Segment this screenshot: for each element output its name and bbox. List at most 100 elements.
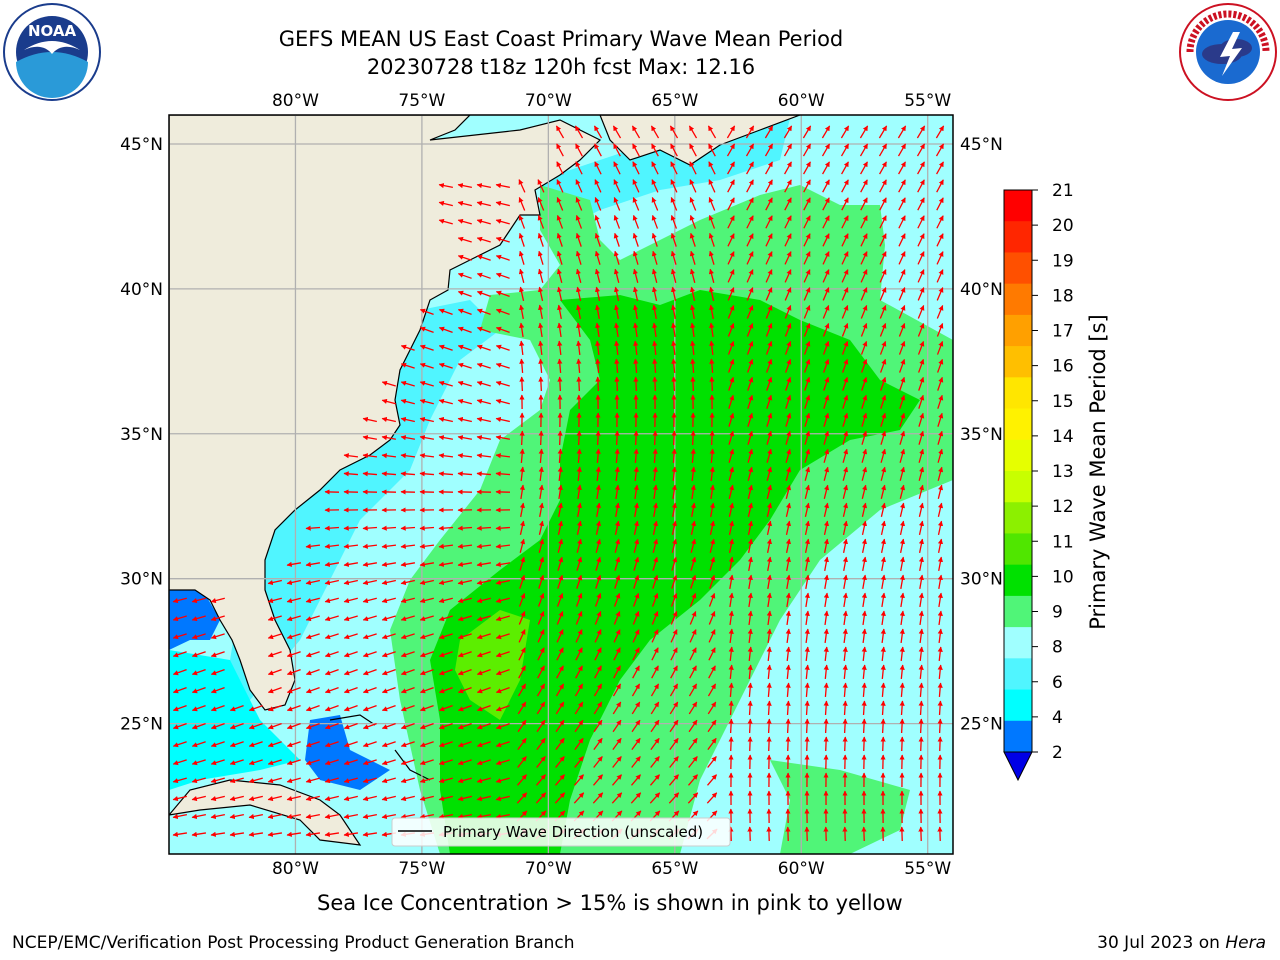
wave-arrow: [728, 556, 734, 571]
wave-arrow: [633, 466, 639, 482]
wave-arrow: [381, 597, 396, 604]
wave-arrow: [457, 453, 473, 459]
wave-arrow: [821, 125, 831, 139]
wave-arrow: [595, 322, 601, 338]
wave-arrow: [728, 376, 735, 391]
map-legend: Primary Wave Direction (unscaled): [391, 817, 731, 847]
wave-arrow: [518, 250, 525, 265]
wave-arrow: [495, 236, 510, 243]
wave-arrow: [495, 669, 510, 676]
wave-arrow: [880, 610, 886, 626]
wave-arrow: [343, 669, 358, 676]
wave-arrow: [267, 705, 282, 712]
wave-arrow: [765, 251, 773, 265]
wave-arrow: [593, 683, 603, 697]
wave-arrow: [650, 701, 660, 715]
wave-arrow: [689, 197, 697, 211]
wave-arrow: [747, 466, 754, 481]
wave-arrow: [519, 376, 525, 392]
wave-arrow: [476, 200, 491, 207]
lat-tick-right: 30°N: [960, 570, 1003, 590]
wave-arrow: [803, 215, 811, 229]
wave-arrow: [438, 597, 453, 604]
wave-arrow: [457, 579, 472, 586]
wave-arrow: [899, 484, 906, 499]
wave-arrow: [766, 502, 773, 517]
land-cuba: [169, 779, 362, 846]
wave-arrow: [248, 723, 263, 730]
wave-arrow: [823, 430, 830, 445]
wave-arrow: [457, 615, 472, 622]
wave-arrow: [918, 538, 925, 553]
wave-arrow: [633, 520, 640, 535]
wave-arrow: [804, 718, 810, 734]
wave-arrow: [362, 525, 378, 531]
colorbar-tick-label: 11: [1052, 532, 1074, 552]
wave-arrow: [747, 664, 753, 680]
wave-arrow: [670, 250, 677, 265]
wave-arrow: [899, 646, 905, 662]
wave-arrow: [860, 233, 868, 247]
wave-arrow: [381, 380, 396, 387]
wave-arrow: [419, 471, 435, 477]
wave-arrow: [918, 484, 925, 499]
wave-arrow: [519, 538, 526, 553]
wave-arrow: [557, 304, 563, 319]
wave-arrow: [899, 538, 906, 553]
wave-arrow: [495, 579, 510, 586]
map-plot-area: [169, 115, 953, 854]
wave-arrow: [766, 538, 773, 553]
wave-arrow: [784, 287, 792, 301]
wave-arrow: [614, 340, 620, 356]
wave-arrow: [860, 287, 868, 301]
wave-arrow: [286, 723, 301, 730]
wave-arrow: [419, 362, 434, 369]
wave-arrow: [476, 183, 491, 189]
wave-arrow: [766, 664, 772, 680]
wave-arrow: [191, 705, 206, 712]
wave-arrow: [633, 556, 640, 571]
wave-arrow: [614, 376, 620, 392]
wave-arrow: [822, 161, 830, 175]
wave-arrow: [689, 665, 697, 679]
wave-arrow: [419, 579, 434, 586]
wave-arrow: [690, 376, 696, 392]
wave-arrow: [343, 525, 359, 531]
wave-arrow: [936, 323, 944, 337]
wave-arrow: [495, 705, 510, 712]
wave-arrow: [556, 232, 563, 247]
wave-arrow: [937, 610, 943, 626]
wave-arrow: [728, 430, 735, 445]
wave-arrow: [823, 448, 830, 463]
wave-arrow: [804, 700, 810, 716]
wave-arrow: [632, 629, 640, 643]
wave-arrow: [709, 466, 715, 482]
wave-arrow: [343, 579, 358, 586]
wave-arrow: [804, 538, 811, 553]
wave-arrow: [556, 592, 564, 607]
wave-arrow: [457, 326, 472, 333]
wave-arrow: [823, 466, 830, 481]
wave-arrow: [438, 561, 454, 567]
wave-arrow: [784, 161, 792, 175]
wave-arrow: [362, 651, 377, 658]
wave-arrow: [555, 125, 565, 139]
wave-arrow: [595, 304, 601, 319]
wave-arrow: [669, 701, 679, 715]
wave-arrow: [785, 448, 792, 463]
wave-arrow: [324, 686, 339, 694]
lat-tick-left: 35°N: [120, 425, 163, 445]
wave-arrow: [709, 520, 716, 535]
wave-arrow: [362, 615, 377, 622]
wave-arrow: [495, 543, 511, 549]
lon-tick-top: 70°W: [525, 91, 572, 111]
wave-arrow: [362, 561, 378, 567]
wave-arrow: [804, 412, 811, 427]
wave-arrow: [632, 647, 640, 661]
colorbar-swatch: [1004, 283, 1032, 316]
colorbar-tick-label: 12: [1052, 497, 1074, 517]
wave-arrow: [747, 556, 753, 571]
wave-arrow: [765, 287, 773, 301]
lon-tick-top: 65°W: [651, 91, 698, 111]
wave-arrow: [916, 143, 926, 157]
